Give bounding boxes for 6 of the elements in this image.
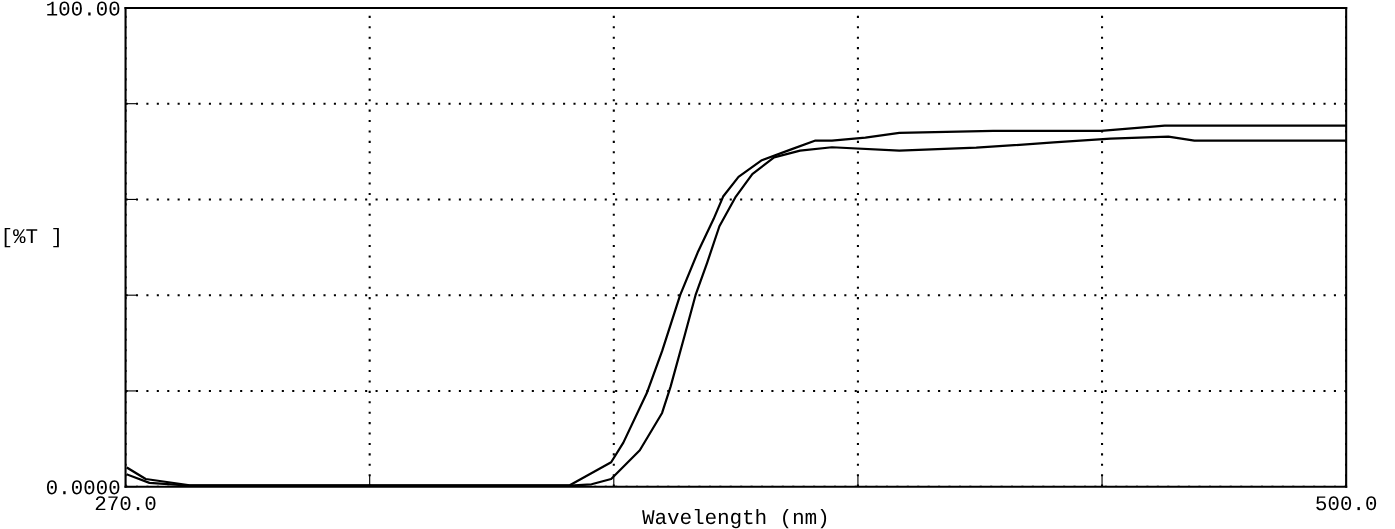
y-tick-label: 0.0000 (46, 480, 120, 495)
x-axis-title: Wavelength (nm) (642, 508, 827, 529)
y-axis-title: [%T ] (4, 227, 59, 248)
x-tick-label: 500.0 (1316, 496, 1377, 511)
x-tick-label: 270.0 (95, 496, 156, 511)
y-tick-label: 100.00 (47, 1, 120, 16)
